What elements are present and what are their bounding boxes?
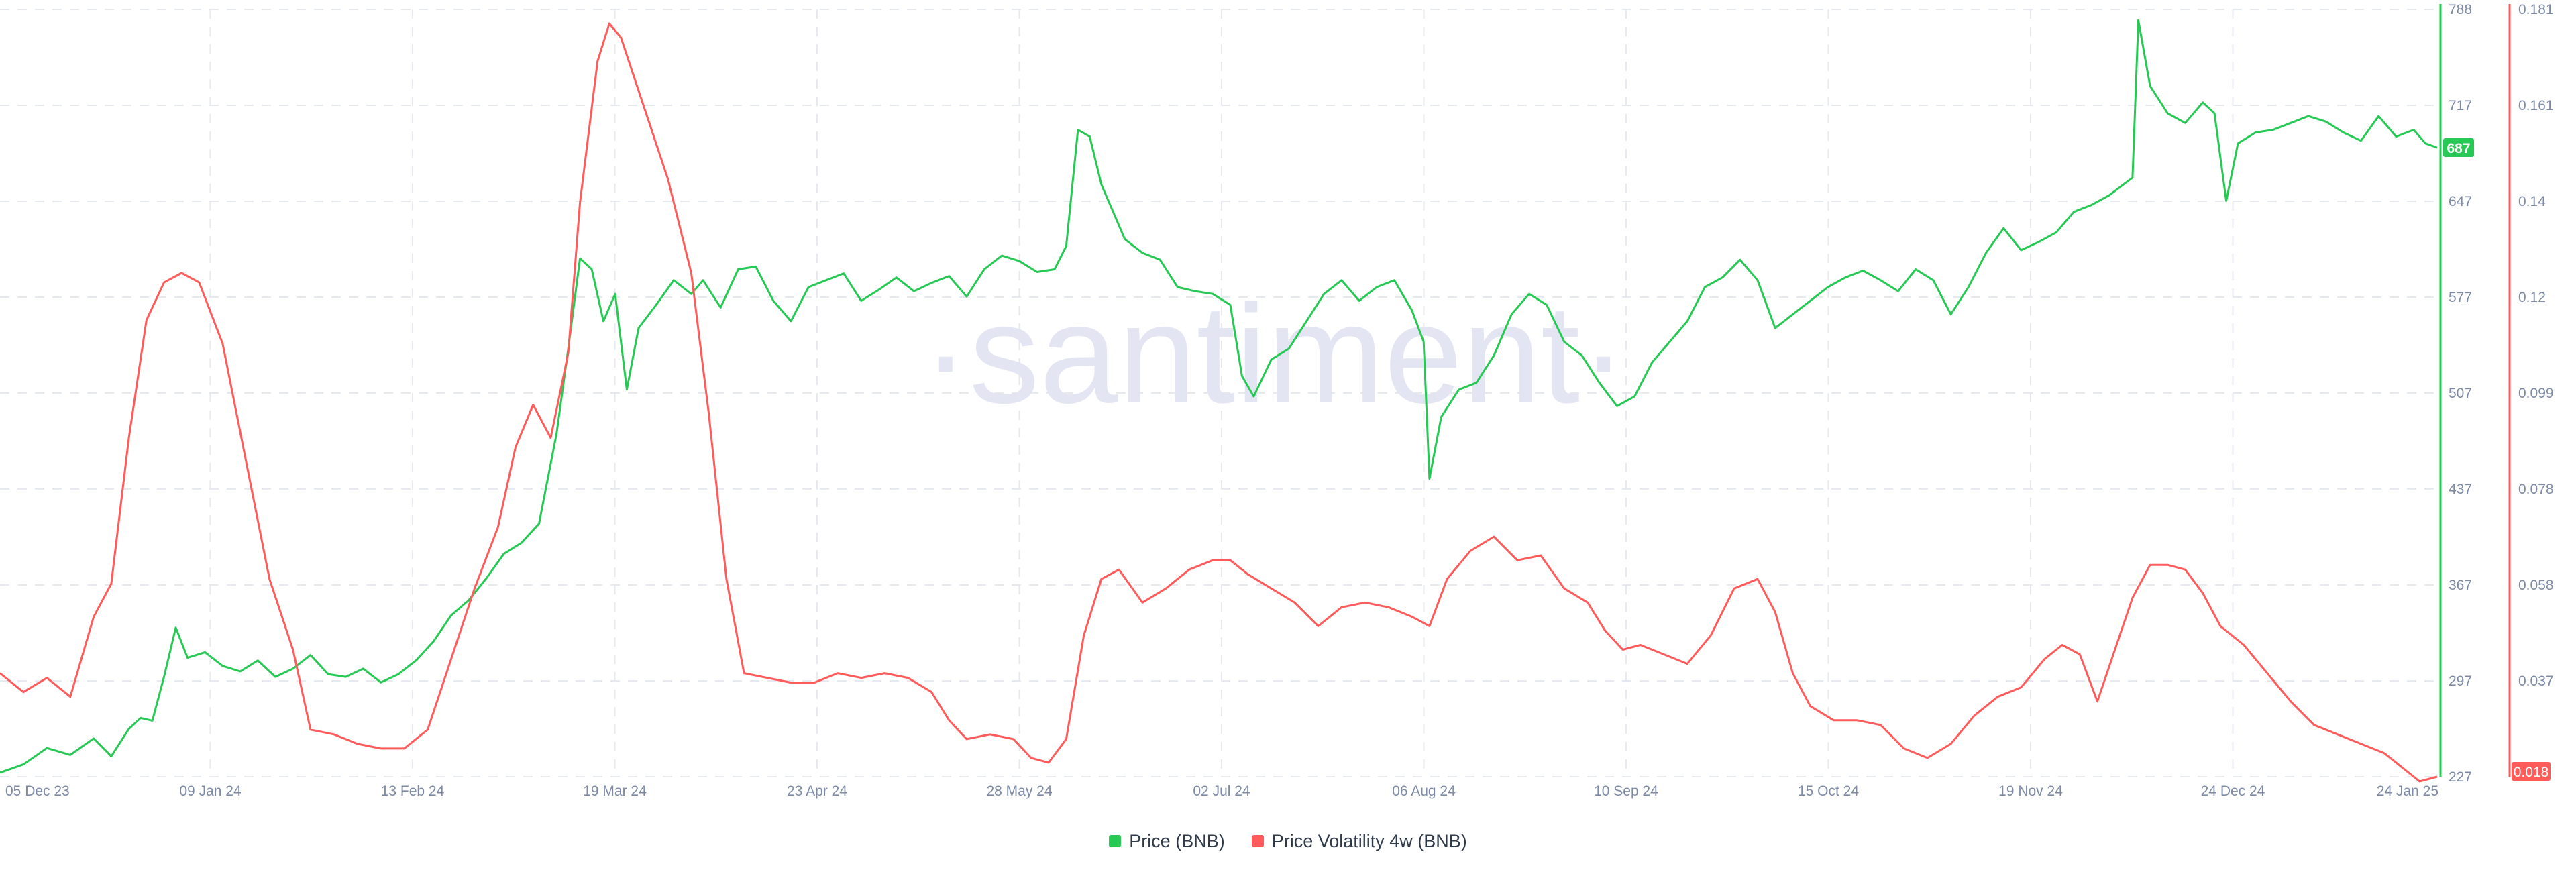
volatility-tick-label: 0.14 xyxy=(2518,194,2546,209)
x-tick-label: 19 Mar 24 xyxy=(583,783,647,799)
x-tick-label: 06 Aug 24 xyxy=(1392,783,1456,799)
volatility-tick-label: 0.078 xyxy=(2518,482,2554,497)
volatility-current-badge xyxy=(2512,762,2551,781)
legend-item-price[interactable]: Price (BNB) xyxy=(1109,831,1225,852)
x-tick-label: 23 Apr 24 xyxy=(787,783,847,799)
label-layer: 687 0.018 xyxy=(2443,138,2551,781)
x-tick-label: 02 Jul 24 xyxy=(1193,783,1250,799)
price-current-badge xyxy=(2443,138,2474,157)
x-tick-label: 15 Oct 24 xyxy=(1798,783,1859,799)
x-tick-label: 28 May 24 xyxy=(986,783,1052,799)
price-tick-label: 507 xyxy=(2449,386,2472,401)
price-legend-swatch xyxy=(1109,835,1122,847)
axis-layer: 05 Dec 23 09 Jan 24 13 Feb 24 19 Mar 24 23 A… xyxy=(5,2,2554,799)
x-tick-label: 24 Dec 24 xyxy=(2201,783,2265,799)
volatility-tick-label: 0.037 xyxy=(2518,673,2554,689)
volatility-tick-label: 0.161 xyxy=(2518,98,2554,113)
volatility-line xyxy=(0,22,2438,783)
price-tick-label: 577 xyxy=(2449,290,2472,305)
price-tick-label: 717 xyxy=(2449,98,2472,113)
x-tick-label: 24 Jan 25 xyxy=(2377,783,2438,799)
x-tick-label: 09 Jan 24 xyxy=(179,783,241,799)
x-tick-label: 13 Feb 24 xyxy=(381,783,445,799)
price-tick-label: 227 xyxy=(2449,769,2472,785)
price-tick-label: 367 xyxy=(2449,578,2472,593)
x-tick-label: 19 Nov 24 xyxy=(1998,783,2063,799)
volatility-current-label: 0.018 xyxy=(2514,765,2549,780)
price-line xyxy=(0,19,2438,774)
volatility-tick-label: 0.099 xyxy=(2518,386,2554,401)
grid-layer xyxy=(0,9,2437,777)
price-tick-label: 297 xyxy=(2449,673,2472,689)
price-tick-label: 647 xyxy=(2449,194,2472,209)
price-tick-label: 788 xyxy=(2449,2,2472,17)
x-tick-label: 05 Dec 23 xyxy=(5,783,70,799)
volatility-tick-label: 0.12 xyxy=(2518,290,2546,305)
legend-label-volatility: Price Volatility 4w (BNB) xyxy=(1271,830,1467,851)
legend: Price (BNB) Price Volatility 4w (BNB) xyxy=(0,826,2576,856)
volatility-tick-label: 0.181 xyxy=(2518,2,2554,17)
legend-item-volatility[interactable]: Price Volatility 4w (BNB) xyxy=(1251,830,1467,852)
volatility-legend-swatch xyxy=(1251,835,1264,847)
watermark: ·santiment· xyxy=(922,275,1627,433)
series-layer xyxy=(0,19,2438,783)
volatility-tick-label: 0.058 xyxy=(2518,578,2554,593)
x-tick-label: 10 Sep 24 xyxy=(1594,783,1658,799)
price-current-label: 687 xyxy=(2447,141,2470,156)
legend-label-price: Price (BNB) xyxy=(1129,830,1225,851)
price-tick-label: 437 xyxy=(2449,482,2472,497)
